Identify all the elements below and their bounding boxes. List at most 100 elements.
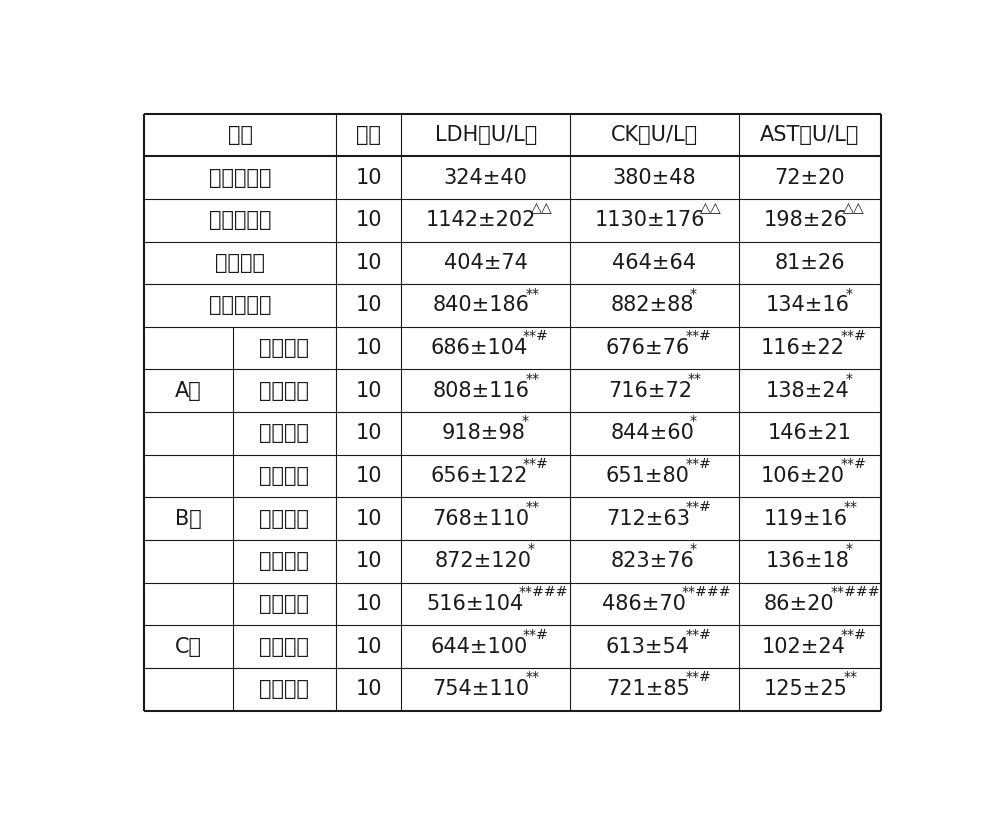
Text: 146±21: 146±21 [768, 424, 852, 443]
Text: 136±18: 136±18 [766, 552, 849, 571]
Text: **#: **# [686, 670, 712, 685]
Text: 10: 10 [355, 295, 382, 316]
Text: 10: 10 [355, 253, 382, 273]
Text: *: * [845, 286, 852, 300]
Text: 106±20: 106±20 [761, 466, 845, 486]
Text: **: ** [525, 372, 539, 386]
Text: **#: **# [686, 457, 712, 471]
Text: 613±54: 613±54 [606, 636, 690, 657]
Text: 中剂量组: 中剂量组 [259, 636, 309, 657]
Text: 102±24: 102±24 [761, 636, 845, 657]
Text: *: * [845, 372, 852, 386]
Text: 125±25: 125±25 [763, 679, 847, 699]
Text: **: ** [843, 499, 857, 514]
Text: 模型对照组: 模型对照组 [209, 211, 271, 230]
Text: 686±104: 686±104 [431, 338, 528, 358]
Text: 716±72: 716±72 [608, 381, 692, 401]
Text: 阳性对照组: 阳性对照组 [209, 295, 271, 316]
Text: 10: 10 [355, 594, 382, 614]
Text: 中剂量组: 中剂量组 [259, 381, 309, 401]
Text: **: ** [843, 670, 857, 685]
Text: *: * [690, 543, 697, 557]
Text: CK（U/L）: CK（U/L） [611, 125, 698, 145]
Text: △△: △△ [843, 202, 865, 215]
Text: *: * [690, 415, 697, 428]
Text: 10: 10 [355, 679, 382, 699]
Text: 844±60: 844±60 [610, 424, 694, 443]
Text: 正常对照组: 正常对照组 [209, 167, 271, 188]
Text: **#: **# [523, 457, 549, 471]
Text: 10: 10 [355, 167, 382, 188]
Text: 918±98: 918±98 [442, 424, 525, 443]
Text: 464±64: 464±64 [612, 253, 696, 273]
Text: **#: **# [686, 628, 712, 641]
Text: 高剂量组: 高剂量组 [259, 594, 309, 614]
Text: 116±22: 116±22 [761, 338, 845, 358]
Text: **###: **### [681, 585, 731, 599]
Text: AST（U/L）: AST（U/L） [760, 125, 859, 145]
Text: 486±70: 486±70 [602, 594, 685, 614]
Text: **: ** [525, 670, 539, 685]
Text: **#: **# [523, 628, 549, 641]
Text: 86±20: 86±20 [763, 594, 834, 614]
Text: **###: **### [519, 585, 568, 599]
Text: B组: B组 [175, 508, 202, 529]
Text: 1142±202: 1142±202 [426, 211, 536, 230]
Text: 840±186: 840±186 [433, 295, 530, 316]
Text: △△: △△ [700, 202, 722, 215]
Text: 低剂量组: 低剂量组 [259, 424, 309, 443]
Text: 高剂量组: 高剂量组 [259, 338, 309, 358]
Text: 676±76: 676±76 [606, 338, 690, 358]
Text: 754±110: 754±110 [433, 679, 530, 699]
Text: 651±80: 651±80 [606, 466, 690, 486]
Text: 高剂量组: 高剂量组 [259, 466, 309, 486]
Text: 516±104: 516±104 [426, 594, 523, 614]
Text: 324±40: 324±40 [444, 167, 528, 188]
Text: 1130±176: 1130±176 [595, 211, 705, 230]
Text: 假手术组: 假手术组 [215, 253, 265, 273]
Text: 823±76: 823±76 [610, 552, 694, 571]
Text: **###: **### [831, 585, 880, 599]
Text: *: * [845, 543, 852, 557]
Text: 中剂量组: 中剂量组 [259, 508, 309, 529]
Text: **#: **# [686, 499, 712, 514]
Text: **#: **# [841, 628, 867, 641]
Text: 10: 10 [355, 211, 382, 230]
Text: △△: △△ [531, 202, 553, 215]
Text: 882±88: 882±88 [611, 295, 694, 316]
Text: 656±122: 656±122 [430, 466, 528, 486]
Text: 644±100: 644±100 [431, 636, 528, 657]
Text: 10: 10 [355, 381, 382, 401]
Text: **#: **# [523, 329, 549, 344]
Text: 10: 10 [355, 636, 382, 657]
Text: 10: 10 [355, 338, 382, 358]
Text: 10: 10 [355, 552, 382, 571]
Text: **: ** [688, 372, 702, 386]
Text: **: ** [525, 286, 539, 300]
Text: **#: **# [686, 329, 712, 344]
Text: 712±63: 712±63 [606, 508, 690, 529]
Text: 例数: 例数 [356, 125, 381, 145]
Text: 低剂量组: 低剂量组 [259, 679, 309, 699]
Text: 198±26: 198±26 [763, 211, 847, 230]
Text: 10: 10 [355, 508, 382, 529]
Text: 119±16: 119±16 [763, 508, 847, 529]
Text: *: * [527, 543, 534, 557]
Text: 404±74: 404±74 [444, 253, 528, 273]
Text: 低剂量组: 低剂量组 [259, 552, 309, 571]
Text: *: * [690, 286, 697, 300]
Text: LDH（U/L）: LDH（U/L） [435, 125, 537, 145]
Text: 138±24: 138±24 [766, 381, 849, 401]
Text: 134±16: 134±16 [766, 295, 850, 316]
Text: 10: 10 [355, 424, 382, 443]
Text: **#: **# [841, 457, 867, 471]
Text: **: ** [525, 499, 539, 514]
Text: 组别: 组别 [228, 125, 253, 145]
Text: A组: A组 [175, 381, 202, 401]
Text: *: * [521, 415, 528, 428]
Text: **#: **# [841, 329, 867, 344]
Text: 721±85: 721±85 [606, 679, 690, 699]
Text: 808±116: 808±116 [433, 381, 530, 401]
Text: 768±110: 768±110 [433, 508, 530, 529]
Text: 10: 10 [355, 466, 382, 486]
